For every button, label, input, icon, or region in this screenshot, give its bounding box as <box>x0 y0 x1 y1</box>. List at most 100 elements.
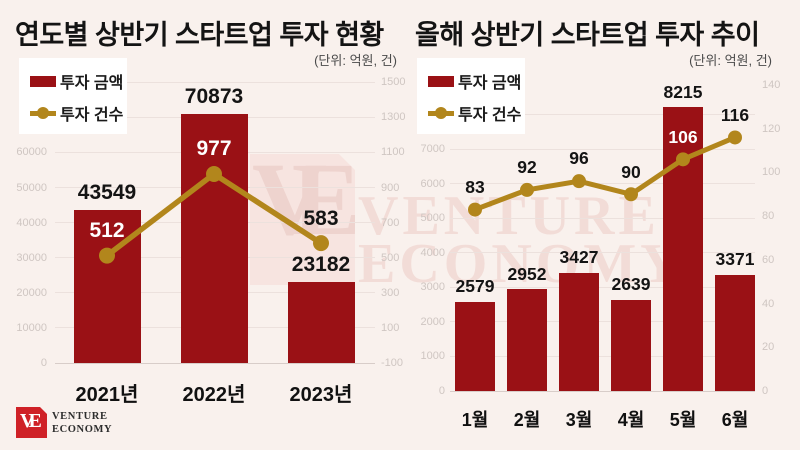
bar-swatch-icon <box>428 75 454 87</box>
left-chart-legend: 투자 금액 투자 건수 <box>19 58 127 134</box>
line-point <box>728 130 742 145</box>
grid-line <box>450 114 755 116</box>
legend-row-count: 투자 건수 <box>30 101 127 125</box>
category-label: 3월 <box>565 410 593 430</box>
grid-line <box>450 286 755 288</box>
right-axis-tick: 60 <box>762 253 775 266</box>
bar-value-label: 23182 <box>291 252 351 276</box>
left-axis-tick: 7000 <box>420 143 445 156</box>
left-axis-tick: 40000 <box>16 216 47 229</box>
grid-line <box>450 252 755 254</box>
line-value-label: 83 <box>465 176 485 197</box>
line-value-label: 106 <box>668 126 698 147</box>
legend-row-amount: 투자 금액 <box>30 69 127 93</box>
bar-value-label: 2579 <box>455 276 495 297</box>
right-axis-tick: 700 <box>381 216 400 229</box>
bar-value-label: 3371 <box>715 249 755 270</box>
left-axis-tick: 0 <box>438 385 445 397</box>
line-point <box>520 182 534 197</box>
bar-value-label: 2952 <box>507 263 547 284</box>
left-axis-tick: 6000 <box>420 177 445 190</box>
right-axis-tick: 1300 <box>381 111 406 124</box>
investment-amount-bar <box>455 301 495 391</box>
right-axis-tick: 100 <box>762 166 781 179</box>
line-point <box>572 174 586 189</box>
left-axis-tick: 50000 <box>16 181 47 194</box>
right-chart-legend: 투자 금액 투자 건수 <box>417 58 525 134</box>
logo-line2: ECONOMY <box>52 424 113 435</box>
right-axis-tick: 120 <box>762 122 781 135</box>
left-axis-tick: 4000 <box>420 246 445 259</box>
line-value-label: 512 <box>89 219 125 243</box>
line-swatch-icon <box>30 107 56 119</box>
bar-value-label: 70873 <box>184 85 244 109</box>
category-label: 2023년 <box>289 384 353 406</box>
grid-line <box>450 355 755 357</box>
legend-label-count: 투자 건수 <box>60 107 124 124</box>
right-axis-tick: 40 <box>762 297 775 310</box>
watermark-notch <box>339 154 355 170</box>
category-label: 1월 <box>461 410 489 430</box>
right-chart-title: 올해 상반기 스타트업 투자 추이 <box>415 20 760 50</box>
category-label: 4월 <box>617 410 645 430</box>
line-point <box>468 202 482 217</box>
left-axis-tick: 10000 <box>16 321 47 334</box>
right-axis-tick: 140 <box>762 79 781 91</box>
category-label: 5월 <box>669 410 697 430</box>
left-chart-unit-note: (단위: 억원, 건) <box>314 53 397 68</box>
left-axis-tick: 2000 <box>420 315 445 328</box>
right-axis-tick: 100 <box>381 321 400 334</box>
right-axis-tick: 1500 <box>381 76 406 89</box>
category-label: 2월 <box>513 410 541 430</box>
bar-value-label: 2639 <box>611 274 651 295</box>
bar-value-label: 8215 <box>663 81 703 102</box>
right-axis-tick: -100 <box>381 357 404 369</box>
bar-value-label: 3427 <box>559 247 599 268</box>
grid-line <box>450 217 755 219</box>
right-axis-tick: 300 <box>381 286 400 299</box>
investment-amount-bar <box>287 281 355 363</box>
legend-label-amount: 투자 금액 <box>458 75 522 92</box>
left-axis-tick: 30000 <box>16 251 47 264</box>
grid-line <box>450 148 755 150</box>
grid-line <box>450 321 755 323</box>
line-value-label: 116 <box>720 104 750 125</box>
left-axis-tick: 3000 <box>420 281 445 294</box>
category-label: 2021년 <box>75 384 139 406</box>
legend-label-count: 투자 건수 <box>458 107 522 124</box>
logo-line1: VENTURE <box>52 411 108 422</box>
line-value-label: 90 <box>621 161 641 182</box>
line-value-label: 583 <box>303 206 339 230</box>
watermark-text-economy: ECONOMY <box>358 233 685 295</box>
investment-amount-bar <box>715 274 755 391</box>
right-axis-tick: 500 <box>381 251 400 264</box>
investment-amount-bar <box>663 107 703 391</box>
left-axis-tick: 5000 <box>420 212 445 225</box>
legend-row-count: 투자 건수 <box>428 101 525 125</box>
left-chart-title: 연도별 상반기 스타트업 투자 현황 <box>15 20 384 50</box>
grid-line <box>55 81 375 83</box>
right-axis-tick: 1100 <box>381 146 405 159</box>
line-value-label: 96 <box>569 148 589 169</box>
right-axis-tick: 20 <box>762 341 775 354</box>
venture-economy-logo-icon: VE <box>16 407 47 438</box>
investment-amount-bar <box>559 272 599 391</box>
investment-amount-bar <box>611 299 651 391</box>
left-axis-tick: 1000 <box>420 350 445 363</box>
right-axis-tick: 0 <box>762 385 769 397</box>
left-axis-tick: 60000 <box>16 146 47 159</box>
right-axis-tick: 80 <box>762 210 775 223</box>
left-axis-tick: 20000 <box>16 286 47 299</box>
logo-notch <box>40 407 47 414</box>
category-label: 6월 <box>721 410 749 430</box>
category-label: 2022년 <box>182 384 246 406</box>
left-axis-tick: 0 <box>40 357 47 369</box>
right-axis-tick: 900 <box>381 181 400 194</box>
line-value-label: 92 <box>517 157 537 178</box>
line-swatch-icon <box>428 107 454 119</box>
investment-amount-bar <box>507 289 547 391</box>
venture-economy-logo-text: VENTURE ECONOMY <box>52 410 112 436</box>
right-chart-unit-note: (단위: 억원, 건) <box>689 53 772 68</box>
